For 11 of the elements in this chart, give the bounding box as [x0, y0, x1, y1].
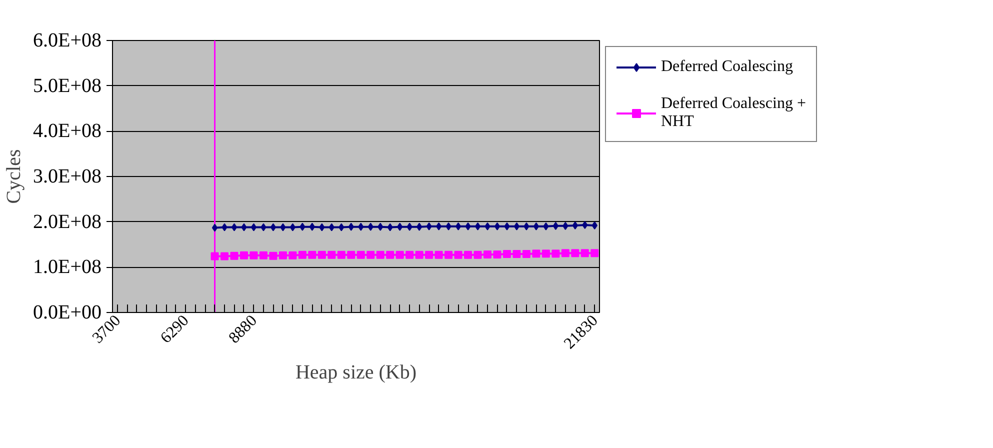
legend-label: Deferred Coalescing + NHT — [661, 95, 806, 131]
y-tick-label: 1.0E+08 — [33, 256, 102, 278]
x-axis-title: Heap size (Kb) — [295, 362, 417, 384]
y-tick-label: 6.0E+08 — [33, 30, 102, 52]
y-tick-label: 2.0E+08 — [33, 210, 102, 233]
x-tick-label: 6290 — [158, 312, 192, 347]
y-tick-label: 3.0E+08 — [33, 166, 102, 188]
legend-label: Deferred Coalescing — [661, 58, 793, 76]
y-tick-label: 4.0E+08 — [33, 120, 102, 142]
y-axis-title: Cycles — [3, 149, 26, 204]
y-tick-label: 5.0E+08 — [33, 74, 102, 97]
